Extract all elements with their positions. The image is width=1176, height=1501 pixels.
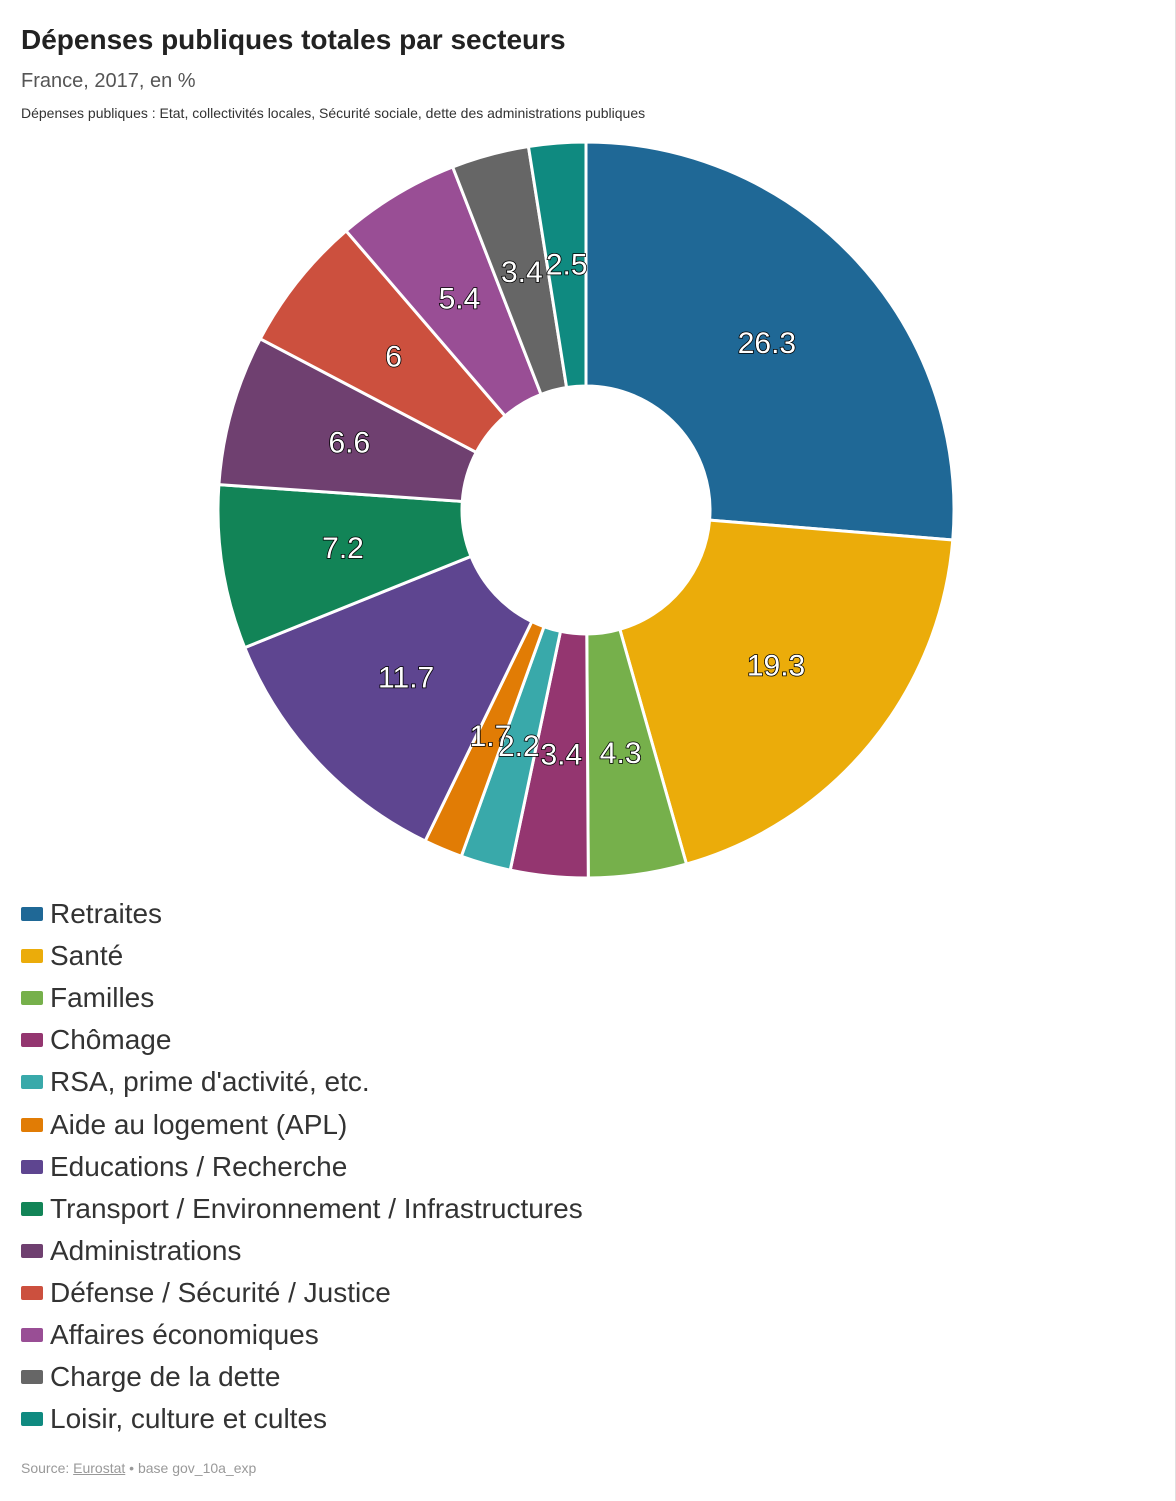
slice-12[interactable] [526,140,588,390]
legend-item[interactable]: Affaires économiques [21,1314,583,1356]
legend-item[interactable]: Aide au logement (APL) [21,1103,583,1145]
legend-item[interactable]: Retraites [21,893,583,935]
legend-swatch [21,1412,43,1427]
legend-label: Loisir, culture et cultes [50,1403,328,1435]
legend-swatch [21,1201,43,1216]
legend-item[interactable]: Loisir, culture et cultes [21,1398,583,1440]
slice-6[interactable] [242,554,534,843]
slice-label-1: 19.3 [747,650,805,683]
legend-item[interactable]: Défense / Sécurité / Justice [21,1272,583,1314]
legend-label: Défense / Sécurité / Justice [50,1276,391,1308]
legend-swatch [21,991,43,1006]
legend-item[interactable]: Chômage [21,1019,583,1061]
slice-label-10: 5.4 [439,283,481,316]
slice-label-9: 6 [385,340,402,373]
source-note: Source: Eurostat • base gov_10a_exp [21,1460,256,1476]
legend-swatch [21,1370,43,1385]
legend-item[interactable]: Familles [21,977,583,1019]
legend-item[interactable]: Transport / Environnement / Infrastructu… [21,1188,583,1230]
chart-subtitle: France, 2017, en % [21,70,196,92]
legend-label: Administrations [50,1234,242,1266]
legend-swatch [21,1159,43,1174]
legend-label: Affaires économiques [50,1318,319,1350]
legend-item[interactable]: RSA, prime d'activité, etc. [21,1061,583,1103]
legend-swatch [21,949,43,964]
slice-0[interactable] [584,140,956,542]
donut-chart: 26.319.34.33.42.21.711.77.26.665.43.4 2.5 [216,140,956,880]
legend-label: Educations / Recherche [50,1150,348,1182]
legend-swatch [21,907,43,922]
legend-swatch [21,1243,43,1258]
legend-swatch [21,1285,43,1300]
legend-label: Charge de la dette [50,1361,281,1393]
source-suffix: • base gov_10a_exp [125,1460,257,1476]
slice-label-0: 26.3 [738,327,796,360]
legend-swatch [21,1117,43,1132]
legend-label: Chômage [50,1024,172,1056]
legend-label: RSA, prime d'activité, etc. [50,1066,370,1098]
legend-item[interactable]: Administrations [21,1230,583,1272]
slice-label-12: 2.5 [546,248,588,281]
legend-item[interactable]: Charge de la dette [21,1356,583,1398]
legend-swatch [21,1033,43,1048]
legend-label: Retraites [50,898,163,930]
slice-label-11: 3.4 [501,256,543,289]
slice-label-4: 2.2 [498,730,540,763]
slice-1[interactable] [617,518,955,866]
legend-item[interactable]: Educations / Recherche [21,1146,583,1188]
slice-label-5: 1.7 [470,720,512,753]
legend-item[interactable]: Santé [21,935,583,977]
source-link[interactable]: Eurostat [73,1460,126,1476]
slice-label-6: 11.7 [378,661,434,694]
legend-swatch [21,1327,43,1342]
legend-label: Transport / Environnement / Infrastructu… [50,1192,583,1224]
legend-label: Santé [50,940,124,972]
slice-label-7: 7.2 [322,532,364,565]
legend-label: Aide au logement (APL) [50,1108,348,1140]
legend-label: Familles [50,982,155,1014]
source-prefix: Source: [21,1460,74,1476]
chart-title: Dépenses publiques totales par secteurs [21,24,566,55]
slice-label-3: 3.4 [540,738,582,771]
chart-legend: Retraites Santé Familles Chômage RSA, prime … [21,893,583,1440]
legend-swatch [21,1075,43,1090]
slice-label-2: 4.3 [600,737,642,770]
chart-note: Dépenses publiques : Etat, collectivités… [21,105,646,121]
slice-label-8: 6.6 [328,426,370,459]
